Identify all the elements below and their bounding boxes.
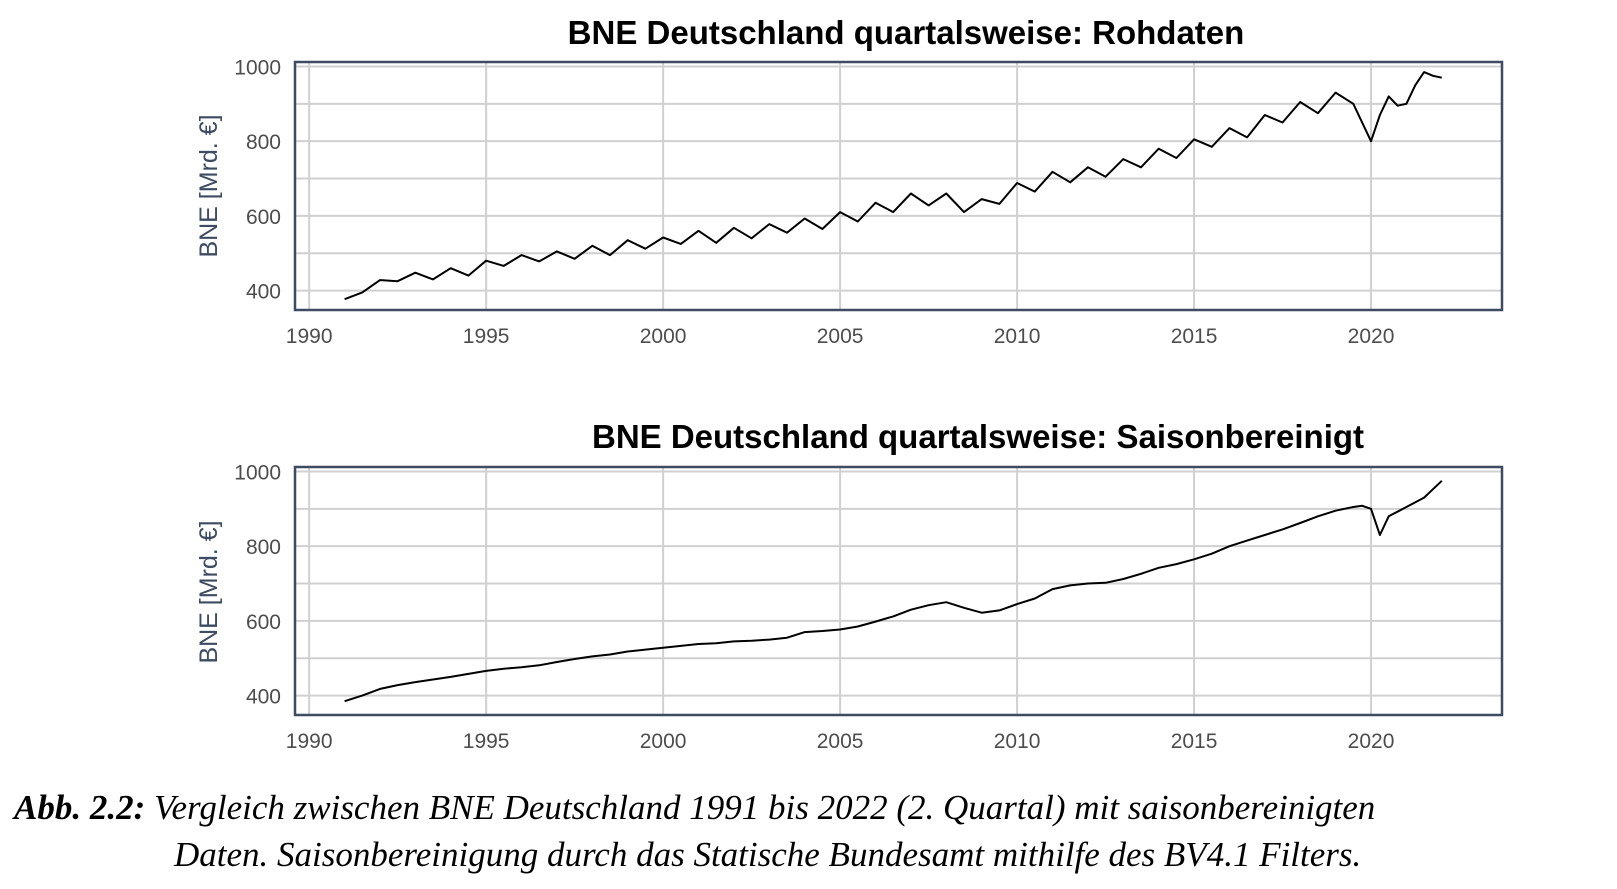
y-tick-label: 800 (246, 536, 281, 559)
gridlines (295, 467, 1502, 715)
series (344, 71, 1443, 301)
x-tick-label: 2020 (1348, 730, 1395, 753)
y-tick-label: 400 (246, 686, 281, 709)
x-tick-label: 2015 (1171, 325, 1218, 348)
x-tick-label: 2010 (994, 325, 1041, 348)
caption-line-1: Abb. 2.2: Vergleich zwischen BNE Deutsch… (14, 784, 1609, 831)
caption-line-2: Daten. Saisonbereinigung durch das Stati… (174, 835, 1362, 874)
x-tick-label: 1990 (286, 325, 333, 348)
chart-seasonally-adjusted: BNE Deutschland quartalsweise: Saisonber… (195, 418, 1504, 753)
panel-border (293, 60, 1504, 312)
gridlines (295, 62, 1502, 310)
y-axis-label: BNE [Mrd. €] (195, 114, 223, 257)
x-tick-label: 2005 (817, 325, 864, 348)
y-tick-label: 600 (246, 206, 281, 229)
x-tick-label: 2000 (640, 730, 687, 753)
figure-caption: Abb. 2.2: Vergleich zwischen BNE Deutsch… (14, 784, 1609, 878)
y-tick-label: 1000 (234, 56, 281, 79)
x-tick-label: 2015 (1171, 730, 1218, 753)
caption-label: Abb. 2.2: (14, 788, 146, 827)
figure: BNE Deutschland quartalsweise: Rohdaten … (195, 14, 1504, 753)
y-tick-label: 600 (246, 611, 281, 634)
caption-text-1: Vergleich zwischen BNE Deutschland 1991 … (145, 788, 1376, 827)
chart-raw: BNE Deutschland quartalsweise: Rohdaten … (195, 14, 1504, 348)
chart-title: BNE Deutschland quartalsweise: Rohdaten (568, 14, 1245, 51)
y-axis-label: BNE [Mrd. €] (195, 520, 223, 663)
panel-border (293, 465, 1504, 717)
x-tick-label: 2005 (817, 730, 864, 753)
tick-labels: 1990 1995 2000 2005 2010 2015 2020 400 600 800 100… (234, 56, 1394, 348)
y-tick-label: 400 (246, 281, 281, 304)
chart-title: BNE Deutschland quartalsweise: Saisonber… (592, 418, 1364, 455)
x-tick-label: 1990 (286, 730, 333, 753)
x-tick-label: 1995 (463, 325, 510, 348)
x-tick-label: 1995 (463, 730, 510, 753)
series (344, 480, 1443, 703)
tick-labels: 1990 1995 2000 2005 2010 2015 2020 400 600 800 100… (234, 461, 1394, 753)
y-tick-label: 800 (246, 131, 281, 154)
x-tick-label: 2020 (1348, 325, 1395, 348)
series-line (344, 71, 1443, 301)
x-tick-label: 2000 (640, 325, 687, 348)
x-tick-label: 2010 (994, 730, 1041, 753)
y-tick-label: 1000 (234, 461, 281, 484)
series-line (344, 480, 1443, 703)
